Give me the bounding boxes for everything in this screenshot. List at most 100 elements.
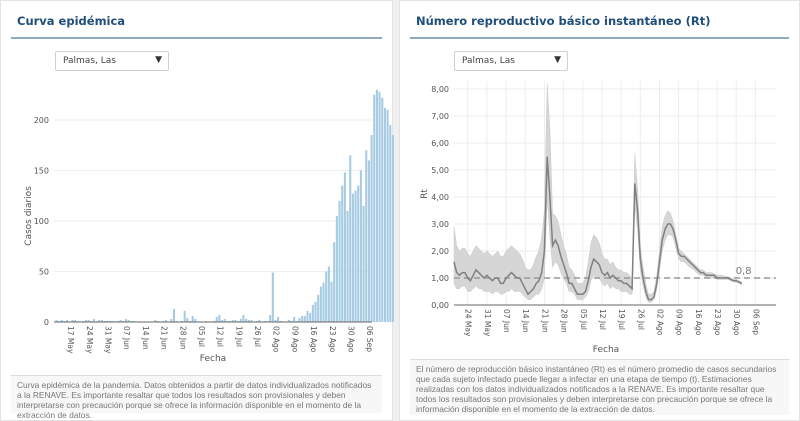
title-divider (410, 37, 789, 39)
bar (189, 320, 192, 322)
bar (154, 319, 157, 322)
bar (351, 193, 354, 322)
bar (327, 266, 330, 322)
bar (55, 319, 58, 322)
bar (298, 317, 301, 322)
bar (239, 318, 242, 322)
bar (333, 242, 336, 322)
bar (317, 294, 320, 322)
y-tick-label: 1,00 (431, 274, 449, 283)
y-tick-label: 100 (34, 217, 49, 226)
bar (221, 319, 224, 322)
y-axis-title: Rt (420, 189, 430, 199)
x-tick-label: 06 Sep (365, 326, 374, 352)
bar (362, 205, 365, 322)
y-tick-label: 3,00 (431, 220, 449, 229)
bar (301, 315, 304, 322)
last-value-label: 0,8 (736, 266, 752, 277)
region-dropdown[interactable]: Palmas, Las ▼ (454, 51, 568, 71)
bar (277, 316, 280, 322)
y-tick-label: 5,00 (431, 166, 449, 175)
epidemic-bar-chart: 0 50 100 150 200 17 May 24 May 31 May 07 Jun 14 J… (24, 89, 394, 364)
x-axis-title: Fecha (200, 354, 226, 364)
panel-title: Curva epidémica (17, 14, 126, 28)
x-tick-label: 09 Ago (290, 326, 299, 353)
bar (130, 320, 133, 322)
x-tick-label: 24 May (85, 326, 94, 354)
bar (98, 319, 101, 322)
bar (100, 319, 103, 322)
x-tick-label: 28 Jun (178, 326, 187, 350)
bar (170, 318, 173, 322)
bar (242, 314, 245, 322)
bar (108, 320, 111, 322)
bar (309, 312, 312, 322)
bar (306, 310, 309, 322)
y-tick-label: 200 (34, 116, 49, 125)
bar (74, 319, 77, 322)
bar (116, 320, 119, 322)
bar (95, 320, 98, 322)
bar (341, 185, 344, 322)
bar (386, 109, 389, 323)
x-tick-label: 02 Ago (272, 326, 281, 353)
bar (183, 310, 186, 322)
panel-title: Número reproductivo básico instantáneo (… (416, 14, 711, 28)
bar (162, 320, 165, 322)
x-tick-label: 19 Jul (617, 309, 626, 330)
bar (92, 318, 95, 322)
bar (335, 215, 338, 322)
bar (156, 320, 160, 322)
x-tick-label: 16 Ago (309, 326, 318, 353)
chart-note: Curva epidémica de la pandemia. Datos ob… (11, 375, 382, 420)
rt-line-chart: 0,00 1,00 2,00 3,00 4,00 5,00 6,00 7,00 8,00 24 M… (420, 81, 776, 355)
bar (338, 200, 341, 322)
bar (245, 318, 248, 322)
bar (274, 319, 277, 322)
bar (229, 320, 232, 322)
chevron-down-icon: ▼ (155, 55, 162, 65)
bar (314, 301, 317, 322)
bar (293, 316, 296, 322)
bar (66, 319, 69, 322)
bar (122, 320, 125, 322)
bar (124, 318, 127, 322)
bar (370, 135, 373, 322)
bar (63, 320, 66, 322)
bar (87, 319, 90, 322)
bar (132, 320, 135, 322)
bar (172, 308, 176, 322)
y-tick-label: 150 (34, 167, 49, 176)
bar (180, 320, 184, 322)
x-tick-label: 06 Sep (751, 309, 760, 335)
bar (258, 319, 261, 322)
bar (367, 160, 370, 322)
confidence-band (453, 83, 742, 303)
x-tick-label: 21 Jun (540, 309, 549, 333)
dropdown-value: Palmas, Las (462, 56, 515, 66)
x-tick-label: 16 Ago (694, 309, 703, 336)
rt-panel: Número reproductivo básico instantáneo (… (399, 0, 800, 421)
bar (263, 320, 266, 322)
x-tick-label: 31 May (483, 309, 492, 337)
x-tick-label: 21 Jun (160, 326, 169, 350)
bar (255, 320, 258, 322)
bar (127, 319, 130, 322)
bar (389, 125, 392, 322)
bar (213, 320, 216, 322)
bar (311, 304, 314, 322)
bar (234, 319, 237, 322)
y-tick-label: 8,00 (431, 85, 449, 94)
bar (218, 314, 221, 322)
bar (119, 319, 122, 322)
x-tick-label: 26 Jul (253, 326, 262, 347)
x-tick-label: 30 Ago (347, 326, 356, 353)
chart-note: El número de reproducción básico instant… (410, 359, 789, 415)
x-tick-label: 30 Ago (732, 309, 741, 336)
bar (269, 314, 272, 322)
region-dropdown[interactable]: Palmas, Las ▼ (55, 51, 169, 71)
bar (250, 319, 253, 322)
bar (325, 271, 328, 322)
bar (381, 97, 384, 322)
bar (349, 155, 352, 322)
